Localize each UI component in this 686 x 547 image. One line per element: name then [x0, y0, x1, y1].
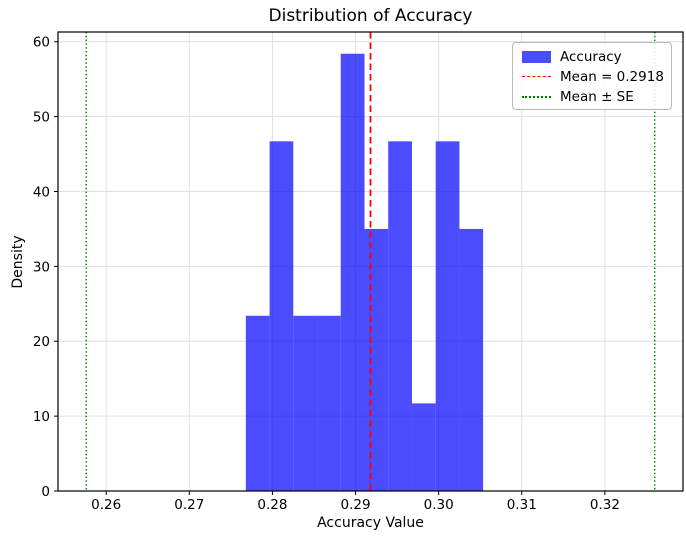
y-tick-label: 0 [41, 484, 50, 500]
plot-border [57, 31, 684, 492]
legend-entry-se: Mean ± SE [522, 88, 662, 105]
legend: Accuracy Mean = 0.2918 Mean ± SE [512, 42, 672, 110]
x-tick-label: 0.31 [507, 497, 537, 513]
x-tick-label: 0.29 [341, 497, 371, 513]
histogram-bar [269, 141, 294, 492]
y-tick-label: 30 [33, 259, 50, 275]
y-tick-label: 20 [33, 334, 50, 350]
y-tick-label: 50 [33, 110, 50, 126]
legend-entry-mean: Mean = 0.2918 [522, 68, 664, 85]
histogram-bar [317, 315, 341, 491]
x-tick-label: 0.27 [174, 497, 204, 513]
x-tick-label: 0.30 [424, 497, 454, 513]
histogram-bar [340, 53, 365, 492]
legend-accuracy-patch-icon [522, 50, 551, 63]
y-tick-label: 10 [33, 409, 50, 425]
histogram-bar [364, 228, 389, 491]
legend-mean-dashed-line-icon [522, 76, 551, 77]
legend-label-se: Mean ± SE [560, 88, 634, 105]
y-tick-label: 60 [33, 35, 50, 51]
y-axis-label: Density [10, 235, 26, 289]
histogram-bar [293, 315, 318, 491]
histogram-bar [435, 141, 460, 492]
histogram-bar [245, 315, 270, 491]
x-tick-label: 0.26 [91, 497, 121, 513]
chart-title: Distribution of Accuracy [268, 6, 473, 26]
x-axis-label: Accuracy Value [317, 515, 424, 531]
legend-label-mean: Mean = 0.2918 [560, 68, 664, 85]
x-tick-label: 0.32 [590, 497, 620, 513]
x-tick-label: 0.28 [257, 497, 287, 513]
histogram-bar [459, 228, 484, 491]
legend-entry-accuracy: Accuracy [522, 48, 662, 65]
legend-se-dotted-line-icon [522, 95, 551, 98]
legend-label-accuracy: Accuracy [560, 48, 622, 65]
histogram-bar [411, 403, 436, 491]
histogram-bar [388, 141, 412, 492]
y-tick-label: 40 [33, 184, 50, 200]
